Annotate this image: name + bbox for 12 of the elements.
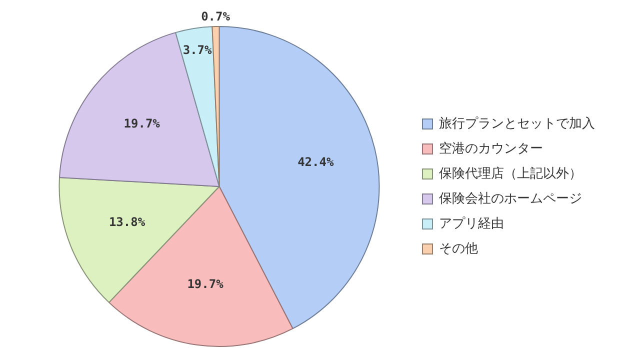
data-label: 19.7% bbox=[187, 276, 224, 291]
legend-label: 空港のカウンター bbox=[439, 141, 543, 156]
legend-label: 保険代理店（上記以外） bbox=[439, 165, 582, 182]
data-label: 3.7% bbox=[182, 42, 213, 57]
legend-label: 保険会社のホームページ bbox=[439, 191, 582, 206]
legend-label: 旅行プランとセットで加入 bbox=[439, 116, 595, 132]
data-label: 19.7% bbox=[124, 116, 161, 131]
data-label: 42.4% bbox=[298, 155, 334, 170]
legend-label: アプリ経由 bbox=[439, 216, 504, 232]
data-label: 0.7% bbox=[201, 10, 231, 24]
legend-label: その他 bbox=[439, 241, 478, 256]
data-label: 13.8% bbox=[108, 215, 146, 230]
